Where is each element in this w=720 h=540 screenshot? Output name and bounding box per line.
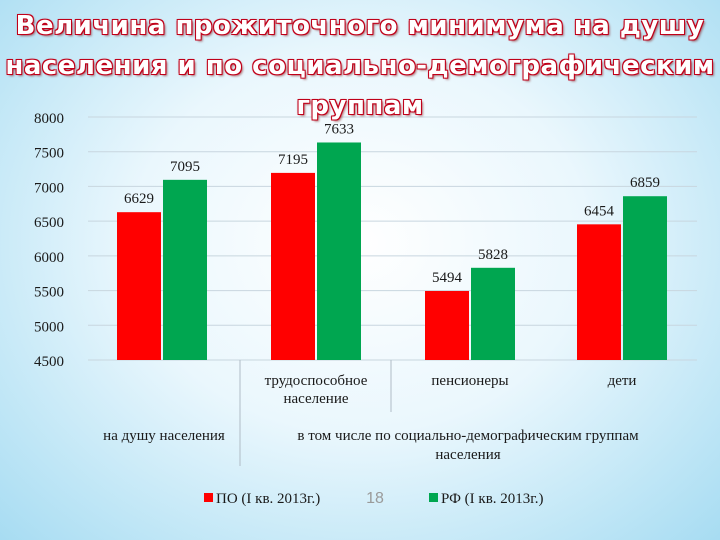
slide-number: 18 [366, 490, 384, 507]
group-label: в том числе по социально-демографическим… [297, 428, 639, 444]
chart-title: Величина прожиточного минимума на душу н… [5, 11, 715, 121]
category-label: трудоспособное [265, 373, 368, 389]
data-label: 7195 [278, 152, 308, 168]
bar [117, 212, 161, 360]
y-tick-label: 5000 [34, 319, 64, 335]
legend-swatch [429, 493, 438, 502]
data-label: 6454 [584, 203, 615, 219]
category-label: дети [608, 373, 637, 389]
data-label: 6859 [630, 175, 660, 191]
data-label: 5828 [478, 247, 508, 263]
bar [623, 196, 667, 360]
y-tick-label: 6500 [34, 215, 64, 231]
group-label: населения [435, 447, 500, 463]
y-tick-label: 7000 [34, 180, 64, 196]
y-tick-label: 8000 [34, 111, 64, 127]
bar [425, 290, 469, 360]
y-tick-label: 7500 [34, 146, 64, 162]
data-label: 7633 [324, 121, 354, 137]
legend-swatch [204, 493, 213, 502]
category-label: пенсионеры [431, 373, 508, 389]
legend-label: РФ (I кв. 2013г.) [441, 491, 544, 507]
category-label: население [283, 391, 348, 407]
y-tick-label: 5500 [34, 285, 64, 301]
bar [317, 142, 361, 360]
data-label: 7095 [170, 159, 200, 175]
legend-label: ПО (I кв. 2013г.) [216, 491, 320, 507]
y-tick-label: 4500 [34, 354, 64, 370]
category-label: на душу населения [103, 428, 225, 444]
bar [577, 224, 621, 360]
data-label: 5494 [432, 270, 463, 286]
bar [471, 267, 515, 360]
y-tick-label: 6000 [34, 250, 64, 266]
bar [163, 179, 207, 360]
bar [271, 172, 315, 360]
data-label: 6629 [124, 191, 154, 207]
